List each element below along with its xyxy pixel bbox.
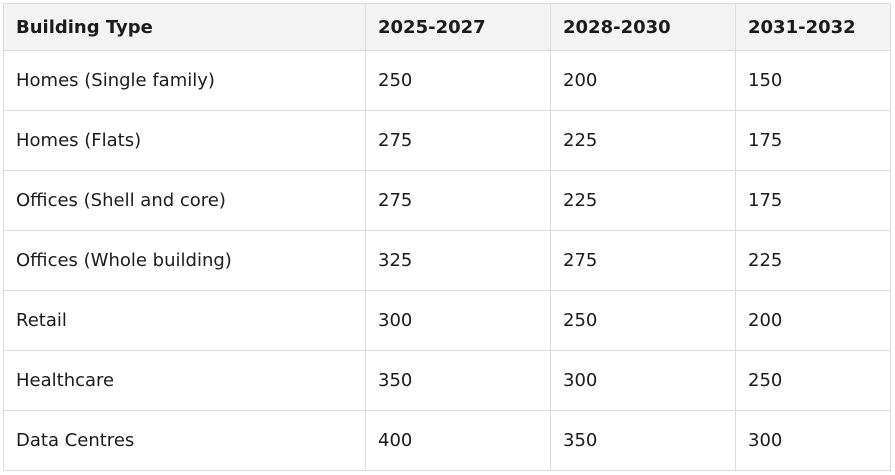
value-cell: 225 <box>735 230 891 291</box>
value-cell: 400 <box>365 410 551 471</box>
table-row: Retail 300 250 200 <box>3 290 891 351</box>
header-cell: 2025-2027 <box>365 3 551 51</box>
value-cell: 150 <box>735 50 891 111</box>
value-cell: 225 <box>550 110 736 171</box>
header-row: Building Type 2025-2027 2028-2030 2031-2032 <box>3 3 891 51</box>
row-label: Data Centres <box>3 410 366 471</box>
table-row: Healthcare 350 300 250 <box>3 350 891 411</box>
value-cell: 350 <box>550 410 736 471</box>
value-cell: 325 <box>365 230 551 291</box>
row-label: Offices (Whole building) <box>3 230 366 291</box>
table-row: Homes (Flats) 275 225 175 <box>3 110 891 171</box>
value-cell: 250 <box>365 50 551 111</box>
table-body: Homes (Single family) 250 200 150 Homes (Fla… <box>3 50 891 471</box>
row-label: Homes (Single family) <box>3 50 366 111</box>
row-label: Retail <box>3 290 366 351</box>
header-cell: 2028-2030 <box>550 3 736 51</box>
value-cell: 300 <box>365 290 551 351</box>
row-label: Healthcare <box>3 350 366 411</box>
row-label: Offices (Shell and core) <box>3 170 366 231</box>
value-cell: 175 <box>735 170 891 231</box>
table-row: Offices (Whole building) 325 275 225 <box>3 230 891 291</box>
value-cell: 300 <box>550 350 736 411</box>
row-label: Homes (Flats) <box>3 110 366 171</box>
value-cell: 250 <box>550 290 736 351</box>
value-cell: 275 <box>365 170 551 231</box>
table-row: Data Centres 400 350 300 <box>3 410 891 471</box>
data-table: Building Type 2025-2027 2028-2030 2031-2032… <box>3 3 891 471</box>
header-cell: 2031-2032 <box>735 3 891 51</box>
value-cell: 200 <box>550 50 736 111</box>
value-cell: 350 <box>365 350 551 411</box>
value-cell: 300 <box>735 410 891 471</box>
header-cell: Building Type <box>3 3 366 51</box>
value-cell: 275 <box>365 110 551 171</box>
value-cell: 275 <box>550 230 736 291</box>
value-cell: 225 <box>550 170 736 231</box>
table-row: Homes (Single family) 250 200 150 <box>3 50 891 111</box>
value-cell: 175 <box>735 110 891 171</box>
value-cell: 200 <box>735 290 891 351</box>
table-header: Building Type 2025-2027 2028-2030 2031-2032 <box>3 3 891 51</box>
table-row: Offices (Shell and core) 275 225 175 <box>3 170 891 231</box>
value-cell: 250 <box>735 350 891 411</box>
